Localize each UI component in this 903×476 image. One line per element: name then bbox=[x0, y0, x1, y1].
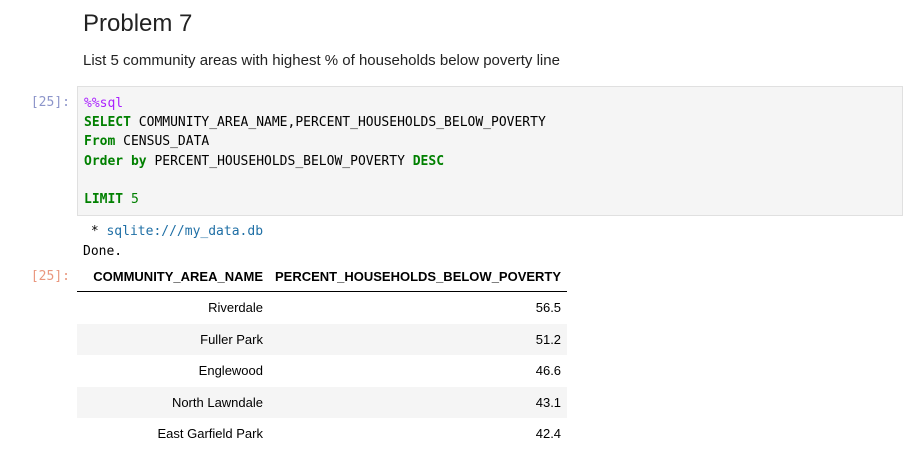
cell-percent-below-poverty: 56.5 bbox=[535, 300, 562, 316]
code-text[interactable]: %%sql SELECT COMMUNITY_AREA_NAME,PERCENT… bbox=[84, 94, 902, 209]
column-header-community-area-name: COMMUNITY_AREA_NAME bbox=[77, 261, 269, 292]
markdown-heading: Problem 7 bbox=[83, 10, 193, 37]
limit-value: 5 bbox=[130, 192, 139, 208]
order-column: PERCENT_HOUSEHOLDS_BELOW_POVERTY bbox=[146, 153, 413, 169]
from-table: CENSUS_DATA bbox=[115, 134, 210, 150]
cell-community-area-name: East Garfield Park bbox=[157, 426, 264, 442]
table-row: Englewood 46.6 bbox=[77, 355, 567, 387]
cell-community-area-name: North Lawndale bbox=[77, 386, 269, 418]
cell-percent-below-poverty: 51.2 bbox=[269, 323, 568, 355]
cell-community-area-name: Riverdale bbox=[208, 300, 263, 316]
keyword-desc: DESC bbox=[412, 153, 445, 169]
table-row: Fuller Park 51.2 bbox=[77, 323, 568, 355]
column-header-percent-households-below-poverty: PERCENT_HOUSEHOLDS_BELOW_POVERTY bbox=[269, 261, 568, 292]
result-table: COMMUNITY_AREA_NAME PERCENT_HOUSEHOLDS_B… bbox=[77, 261, 568, 450]
output-prompt: [25]: bbox=[30, 269, 70, 284]
table-header-row: COMMUNITY_AREA_NAME PERCENT_HOUSEHOLDS_B… bbox=[77, 261, 568, 292]
keyword-from: From bbox=[84, 134, 116, 150]
cell-percent-below-poverty: 46.6 bbox=[535, 363, 562, 379]
cell-community-area-name: Fuller Park bbox=[77, 323, 269, 355]
table-row: East Garfield Park 42.4 bbox=[77, 418, 567, 450]
table-row: North Lawndale 43.1 bbox=[77, 386, 568, 418]
connection-string: sqlite:///my_data.db bbox=[106, 224, 264, 239]
sql-magic: %%sql bbox=[84, 96, 124, 111]
cell-community-area-name: Englewood bbox=[198, 363, 263, 379]
select-columns: COMMUNITY_AREA_NAME,PERCENT_HOUSEHOLDS_B… bbox=[130, 115, 546, 131]
keyword-order-by: Order by bbox=[84, 153, 147, 169]
keyword-limit: LIMIT bbox=[84, 192, 124, 208]
code-cell-editor[interactable]: %%sql SELECT COMMUNITY_AREA_NAME,PERCENT… bbox=[77, 86, 903, 216]
connection-bullet: * bbox=[83, 224, 107, 239]
cell-percent-below-poverty: 42.4 bbox=[535, 426, 562, 442]
cell-percent-below-poverty: 43.1 bbox=[269, 386, 568, 418]
keyword-select: SELECT bbox=[84, 115, 131, 131]
done-message: Done. bbox=[83, 243, 123, 259]
input-prompt: [25]: bbox=[30, 95, 70, 110]
markdown-description: List 5 community areas with highest % of… bbox=[83, 52, 560, 69]
cell-stdout: * sqlite:///my_data.db Done. bbox=[83, 222, 263, 261]
table-row: Riverdale 56.5 bbox=[77, 292, 567, 324]
